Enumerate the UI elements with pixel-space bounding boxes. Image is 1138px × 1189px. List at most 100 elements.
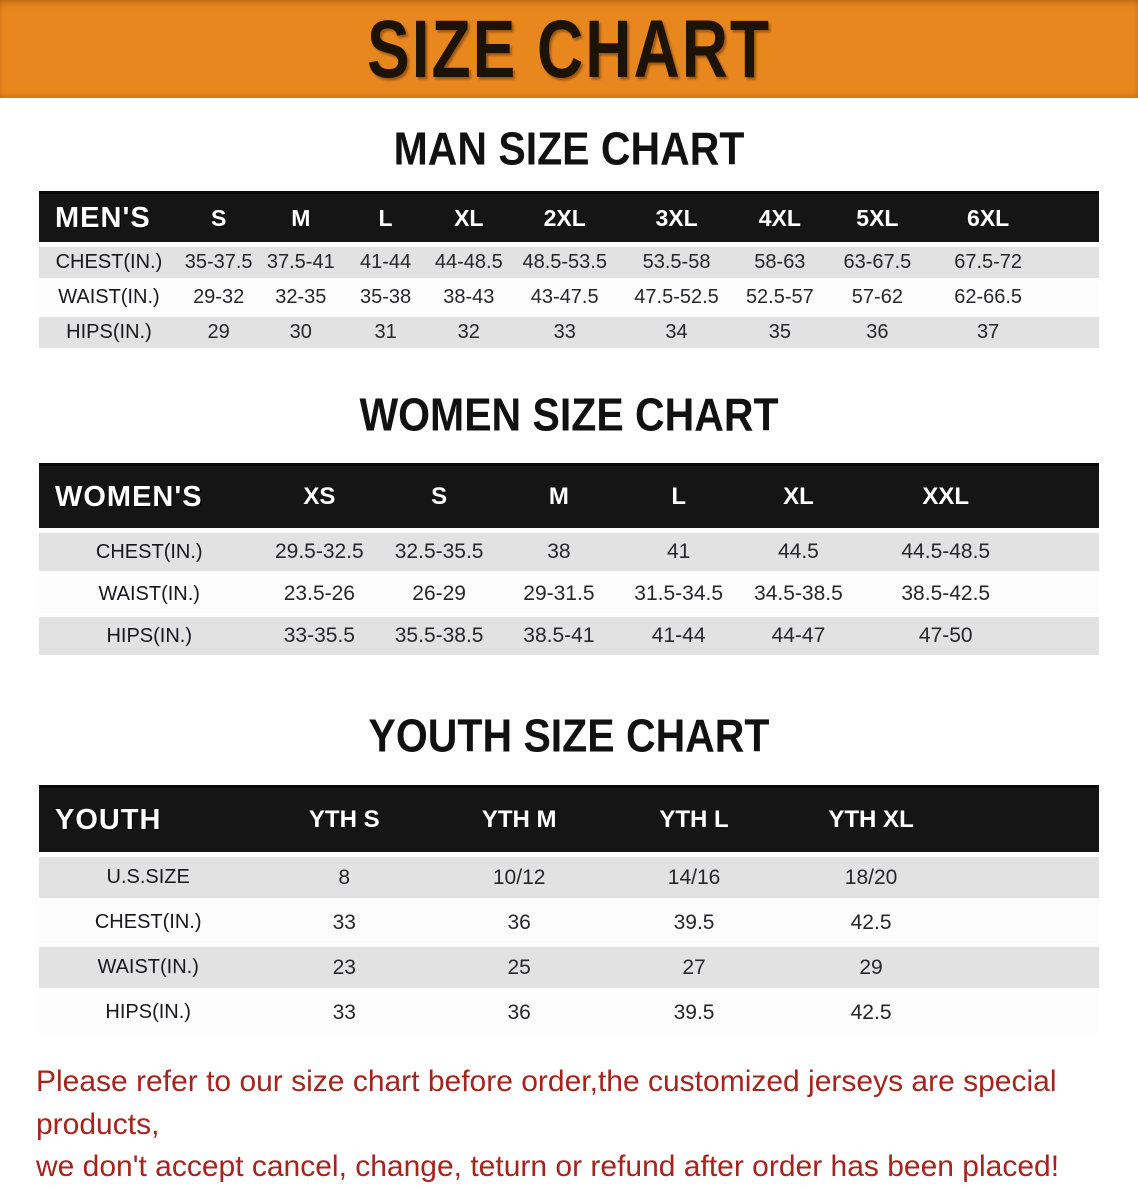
size-value-cell: 23: [257, 947, 432, 992]
banner: SIZE CHART: [0, 0, 1138, 98]
size-value-cell: 37.5-41: [258, 247, 344, 282]
size-value-cell: 33: [257, 992, 432, 1037]
size-value-cell: 38: [499, 533, 619, 575]
size-value-cell: 35-38: [343, 282, 428, 317]
size-value-cell: 47.5-52.5: [619, 282, 734, 317]
size-value-cell: 23.5-26: [259, 575, 380, 617]
men-table-head: MEN'S S M L XL 2XL 3XL 4XL 5XL 6XL: [39, 191, 1099, 247]
size-value-cell: 58-63: [733, 247, 827, 282]
table-row: HIPS(IN.) 33 36 39.5 42.5: [39, 992, 1099, 1037]
row-label: CHEST(IN.): [39, 533, 260, 575]
size-value-cell: 44.5-48.5: [858, 533, 1034, 575]
men-header-row: MEN'S S M L XL 2XL 3XL 4XL 5XL 6XL: [39, 191, 1099, 247]
row-label: HIPS(IN.): [39, 992, 258, 1037]
size-value-cell: 52.5-57: [733, 282, 827, 317]
men-size-table: MEN'S S M L XL 2XL 3XL 4XL 5XL 6XL CHEST(IN.) 35-37…: [39, 191, 1099, 352]
women-table-head: WOMEN'S XS S M L XL XXL: [39, 463, 1099, 533]
size-value-cell: 38.5-41: [499, 617, 619, 659]
size-value-cell: 42.5: [780, 992, 962, 1037]
size-value-cell: 36: [431, 992, 608, 1037]
youth-size-header: YTH M: [431, 785, 608, 857]
spacer-cell: [1048, 282, 1099, 317]
youth-table-body: U.S.SIZE 8 10/12 14/16 18/20 CHEST(IN.) 33 36 39…: [39, 857, 1099, 1037]
women-table-body: CHEST(IN.) 29.5-32.5 32.5-35.5 38 41 44.5 44.5…: [39, 533, 1099, 659]
size-value-cell: 62-66.5: [928, 282, 1049, 317]
size-value-cell: 33-35.5: [259, 617, 380, 659]
size-value-cell: 14/16: [607, 857, 781, 902]
size-value-cell: 34.5-38.5: [738, 575, 859, 617]
spacer-cell: [961, 785, 1099, 857]
men-category-header: MEN'S: [39, 191, 179, 247]
men-size-header: 4XL: [733, 191, 827, 247]
size-value-cell: 36: [431, 902, 608, 947]
spacer-cell: [1033, 617, 1099, 659]
women-section-heading: WOMEN SIZE CHART: [359, 389, 779, 441]
size-value-cell: 31: [343, 317, 428, 352]
youth-size-header: YTH XL: [780, 785, 962, 857]
size-value-cell: 67.5-72: [928, 247, 1049, 282]
size-value-cell: 38.5-42.5: [858, 575, 1034, 617]
size-value-cell: 32-35: [258, 282, 344, 317]
size-value-cell: 29.5-32.5: [259, 533, 380, 575]
spacer-cell: [961, 947, 1099, 992]
men-size-header: S: [178, 191, 259, 247]
row-label: CHEST(IN.): [39, 902, 258, 947]
men-size-header: XL: [427, 191, 510, 247]
women-category-header: WOMEN'S: [39, 463, 260, 533]
size-value-cell: 18/20: [780, 857, 962, 902]
size-value-cell: 31.5-34.5: [618, 575, 739, 617]
youth-table-head: YOUTH YTH S YTH M YTH L YTH XL: [39, 785, 1099, 857]
women-size-header: S: [379, 463, 500, 533]
size-value-cell: 42.5: [780, 902, 962, 947]
men-size-header: L: [343, 191, 428, 247]
spacer-cell: [961, 902, 1099, 947]
table-row: CHEST(IN.) 33 36 39.5 42.5: [39, 902, 1099, 947]
size-value-cell: 38-43: [427, 282, 510, 317]
women-header-row: WOMEN'S XS S M L XL XXL: [39, 463, 1099, 533]
size-value-cell: 29: [178, 317, 259, 352]
spacer-cell: [1048, 191, 1099, 247]
size-value-cell: 43-47.5: [509, 282, 620, 317]
men-table-body: CHEST(IN.) 35-37.5 37.5-41 41-44 44-48.5 48.5…: [39, 247, 1099, 352]
row-label: U.S.SIZE: [39, 857, 258, 902]
size-value-cell: 53.5-58: [619, 247, 734, 282]
row-label: HIPS(IN.): [39, 617, 260, 659]
size-value-cell: 47-50: [858, 617, 1034, 659]
youth-header-row: YOUTH YTH S YTH M YTH L YTH XL: [39, 785, 1099, 857]
table-row: HIPS(IN.) 33-35.5 35.5-38.5 38.5-41 41-44 44-…: [39, 617, 1099, 659]
size-value-cell: 37: [928, 317, 1049, 352]
row-label: WAIST(IN.): [39, 575, 260, 617]
women-size-table: WOMEN'S XS S M L XL XXL CHEST(IN.) 29.5-32.5 32.5…: [39, 463, 1099, 659]
youth-size-header: YTH S: [257, 785, 432, 857]
row-label: WAIST(IN.): [39, 282, 179, 317]
size-value-cell: 44-47: [738, 617, 859, 659]
youth-category-header: YOUTH: [39, 785, 258, 857]
size-value-cell: 33: [509, 317, 620, 352]
row-label: WAIST(IN.): [39, 947, 258, 992]
table-row: U.S.SIZE 8 10/12 14/16 18/20: [39, 857, 1099, 902]
men-size-header: M: [258, 191, 344, 247]
size-value-cell: 36: [826, 317, 929, 352]
spacer-cell: [1048, 317, 1099, 352]
men-size-header: 5XL: [826, 191, 929, 247]
size-value-cell: 41-44: [343, 247, 428, 282]
women-size-header: XS: [259, 463, 380, 533]
size-value-cell: 48.5-53.5: [509, 247, 620, 282]
size-value-cell: 8: [257, 857, 432, 902]
men-size-header: 3XL: [619, 191, 734, 247]
spacer-cell: [1033, 575, 1099, 617]
size-value-cell: 25: [431, 947, 608, 992]
spacer-cell: [1033, 533, 1099, 575]
size-value-cell: 39.5: [607, 992, 781, 1037]
size-value-cell: 26-29: [379, 575, 500, 617]
table-row: CHEST(IN.) 29.5-32.5 32.5-35.5 38 41 44.5 44.5…: [39, 533, 1099, 575]
size-value-cell: 30: [258, 317, 344, 352]
youth-size-header: YTH L: [607, 785, 781, 857]
table-row: WAIST(IN.) 23 25 27 29: [39, 947, 1099, 992]
disclaimer: Please refer to our size chart before or…: [0, 1061, 1138, 1189]
size-value-cell: 29-31.5: [499, 575, 619, 617]
spacer-cell: [961, 857, 1099, 902]
size-value-cell: 29: [780, 947, 962, 992]
women-size-header: XXL: [858, 463, 1034, 533]
